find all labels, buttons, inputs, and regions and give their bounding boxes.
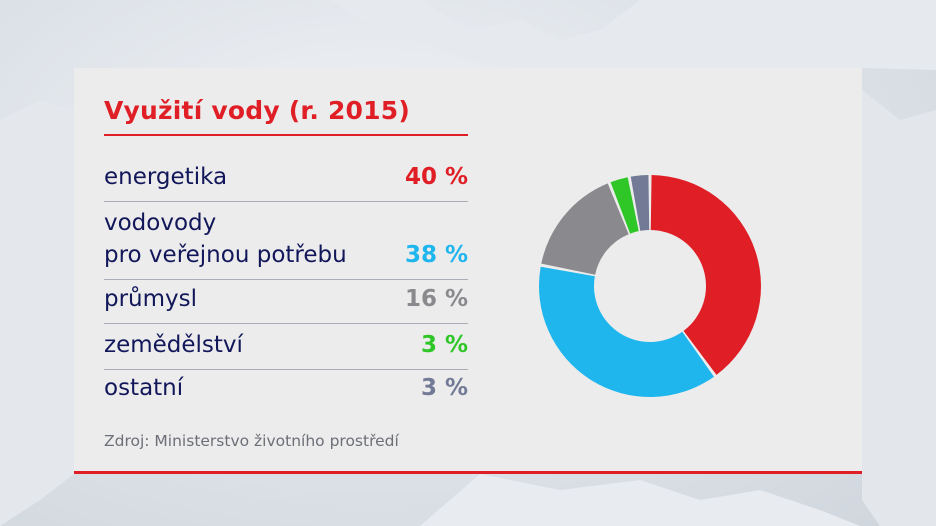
source-note: Zdroj: Ministerstvo životního prostředí (104, 432, 399, 450)
donut-slice-4 (610, 177, 639, 234)
legend-row-ostatni: ostatní 3 % (104, 370, 468, 412)
legend-label: průmysl (104, 286, 198, 312)
legend-row-energetika: energetika 40 % (104, 150, 468, 202)
donut-slice-1 (650, 175, 761, 375)
legend-row-prumysl: průmysl 16 % (104, 280, 468, 324)
legend-value: 38 % (404, 242, 468, 268)
legend-label: ostatní (104, 375, 184, 401)
title-divider (104, 134, 468, 136)
legend-label: energetika (104, 164, 228, 190)
legend-label: vodovody pro veřejnou potřebu (104, 210, 347, 268)
chart-title: Využití vody (r. 2015) (104, 96, 410, 125)
legend-value: 16 % (404, 286, 468, 312)
legend-row-vodovody: vodovody pro veřejnou potřebu 38 % (104, 202, 468, 280)
donut-slice-3 (541, 183, 629, 275)
infographic-panel: Využití vody (r. 2015) energetika 40 % v… (74, 68, 862, 474)
donut-slice-5 (630, 175, 650, 231)
donut-slice-2 (539, 266, 714, 397)
legend-value: 40 % (404, 164, 468, 190)
legend-value: 3 % (420, 332, 468, 358)
legend-value: 3 % (420, 375, 468, 401)
donut-chart (539, 175, 761, 397)
legend-row-zemedelstvi: zemědělství 3 % (104, 324, 468, 370)
legend-table: energetika 40 % vodovody pro veřejnou pot… (104, 150, 468, 412)
legend-label: zemědělství (104, 332, 243, 358)
